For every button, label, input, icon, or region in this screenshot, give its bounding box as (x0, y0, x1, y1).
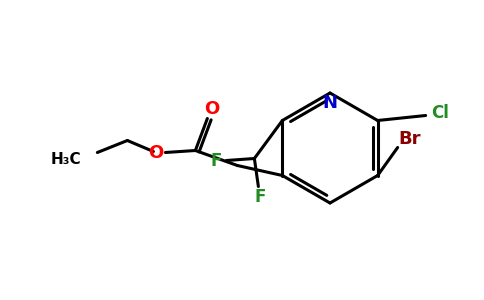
Text: Cl: Cl (431, 104, 449, 122)
Text: Br: Br (398, 130, 421, 148)
Text: O: O (148, 143, 163, 161)
Text: N: N (322, 94, 337, 112)
Text: O: O (204, 100, 219, 118)
Text: F: F (255, 188, 266, 206)
Text: F: F (211, 152, 222, 169)
Text: H₃C: H₃C (51, 152, 81, 167)
